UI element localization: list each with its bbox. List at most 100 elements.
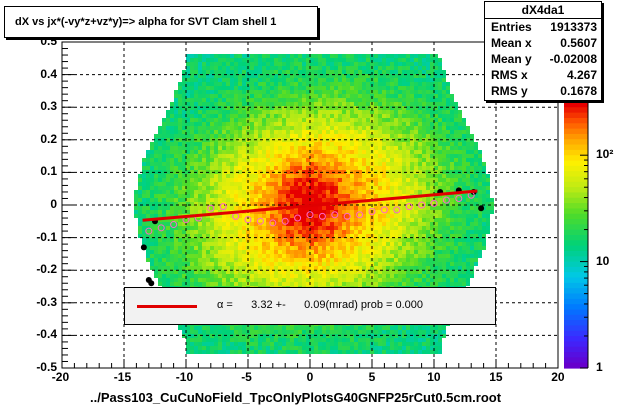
- heatmap-cell: [406, 342, 410, 346]
- heatmap-cell: [226, 190, 230, 194]
- heatmap-cell: [354, 126, 358, 130]
- heatmap-cell: [326, 98, 330, 102]
- heatmap-cell: [314, 218, 318, 222]
- heatmap-cell: [330, 66, 334, 70]
- heatmap-cell: [266, 250, 270, 254]
- heatmap-cell: [418, 202, 422, 206]
- heatmap-cell: [270, 326, 274, 330]
- heatmap-cell: [310, 274, 314, 278]
- heatmap-cell: [282, 270, 286, 274]
- heatmap-cell: [286, 130, 290, 134]
- heatmap-cell: [298, 282, 302, 286]
- heatmap-cell: [414, 166, 418, 170]
- heatmap-cell: [262, 150, 266, 154]
- heatmap-cell: [386, 162, 390, 166]
- heatmap-cell: [394, 254, 398, 258]
- heatmap-cell: [334, 178, 338, 182]
- heatmap-cell: [250, 186, 254, 190]
- heatmap-cell: [138, 226, 142, 230]
- heatmap-cell: [258, 126, 262, 130]
- heatmap-cell: [182, 270, 186, 274]
- heatmap-cell: [346, 134, 350, 138]
- heatmap-cell: [334, 142, 338, 146]
- heatmap-cell: [398, 350, 402, 354]
- heatmap-cell: [142, 210, 146, 214]
- heatmap-cell: [386, 110, 390, 114]
- heatmap-cell: [286, 246, 290, 250]
- heatmap-cell: [346, 254, 350, 258]
- heatmap-cell: [318, 330, 322, 334]
- heatmap-cell: [410, 118, 414, 122]
- heatmap-cell: [418, 146, 422, 150]
- heatmap-cell: [262, 94, 266, 98]
- heatmap-cell: [266, 242, 270, 246]
- heatmap-cell: [286, 278, 290, 282]
- heatmap-cell: [374, 202, 378, 206]
- heatmap-cell: [418, 210, 422, 214]
- heatmap-cell: [286, 166, 290, 170]
- heatmap-cell: [178, 242, 182, 246]
- heatmap-cell: [258, 230, 262, 234]
- heatmap-cell: [190, 150, 194, 154]
- heatmap-cell: [194, 122, 198, 126]
- heatmap-cell: [326, 350, 330, 354]
- heatmap-cell: [170, 246, 174, 250]
- heatmap-cell: [206, 342, 210, 346]
- heatmap-cell: [182, 218, 186, 222]
- heatmap-cell: [298, 182, 302, 186]
- heatmap-cell: [390, 346, 394, 350]
- heatmap-cell: [346, 230, 350, 234]
- heatmap-cell: [354, 82, 358, 86]
- heatmap-cell: [262, 342, 266, 346]
- heatmap-cell: [226, 238, 230, 242]
- heatmap-cell: [298, 178, 302, 182]
- heatmap-cell: [230, 130, 234, 134]
- heatmap-cell: [378, 98, 382, 102]
- heatmap-cell: [250, 54, 254, 58]
- heatmap-cell: [214, 74, 218, 78]
- heatmap-cell: [418, 214, 422, 218]
- heatmap-cell: [166, 214, 170, 218]
- heatmap-cell: [322, 258, 326, 262]
- heatmap-cell: [238, 162, 242, 166]
- heatmap-cell: [242, 222, 246, 226]
- heatmap-cell: [218, 174, 222, 178]
- heatmap-cell: [302, 282, 306, 286]
- heatmap-cell: [298, 114, 302, 118]
- heatmap-cell: [282, 174, 286, 178]
- heatmap-cell: [278, 326, 282, 330]
- heatmap-cell: [186, 134, 190, 138]
- heatmap-cell: [266, 202, 270, 206]
- heatmap-cell: [346, 162, 350, 166]
- heatmap-cell: [314, 178, 318, 182]
- heatmap-cell: [262, 70, 266, 74]
- heatmap-cell: [322, 262, 326, 266]
- heatmap-cell: [310, 326, 314, 330]
- heatmap-cell: [194, 166, 198, 170]
- heatmap-cell: [234, 158, 238, 162]
- heatmap-cell: [286, 342, 290, 346]
- heatmap-cell: [198, 350, 202, 354]
- heatmap-cell: [422, 250, 426, 254]
- heatmap-cell: [386, 326, 390, 330]
- heatmap-cell: [358, 110, 362, 114]
- heatmap-cell: [278, 258, 282, 262]
- heatmap-cell: [242, 242, 246, 246]
- heatmap-cell: [214, 194, 218, 198]
- heatmap-cell: [366, 214, 370, 218]
- heatmap-cell: [190, 98, 194, 102]
- heatmap-cell: [406, 250, 410, 254]
- heatmap-cell: [218, 334, 222, 338]
- heatmap-cell: [334, 150, 338, 154]
- heatmap-cell: [394, 230, 398, 234]
- heatmap-cell: [158, 186, 162, 190]
- heatmap-cell: [150, 242, 154, 246]
- heatmap-cell: [386, 222, 390, 226]
- heatmap-cell: [254, 118, 258, 122]
- heatmap-cell: [294, 214, 298, 218]
- heatmap-cell: [338, 246, 342, 250]
- heatmap-cell: [326, 118, 330, 122]
- heatmap-cell: [406, 278, 410, 282]
- heatmap-cell: [386, 130, 390, 134]
- heatmap-cell: [394, 154, 398, 158]
